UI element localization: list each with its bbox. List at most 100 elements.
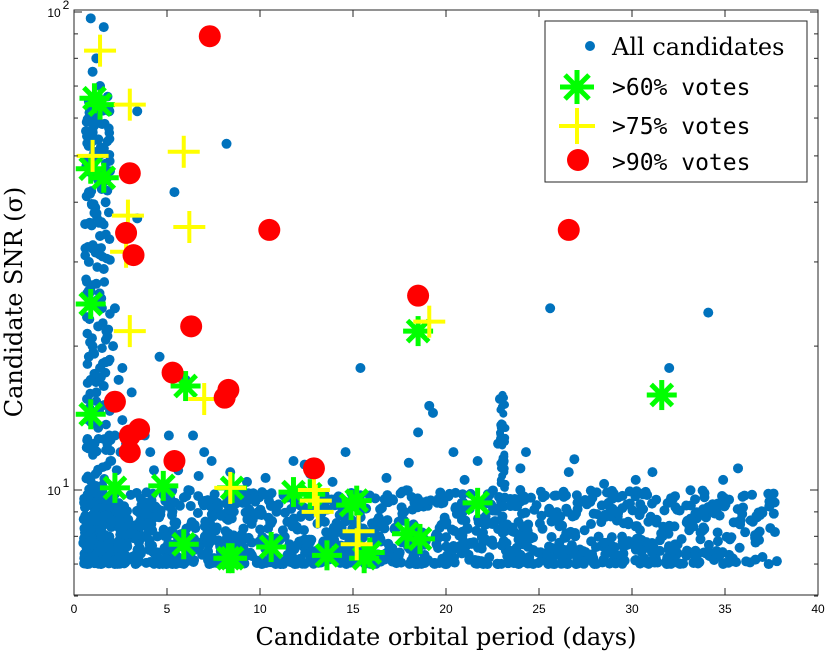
x-axis-ticks: 0 5 10 15 20 25 30 35 40 (71, 10, 825, 616)
data-point-background (226, 513, 237, 524)
data-point-background (712, 527, 723, 538)
data-point-background (91, 511, 102, 521)
data-point-background (651, 514, 662, 525)
data-point-background (340, 516, 351, 527)
data-point-background (295, 511, 306, 522)
data-point-background (457, 489, 468, 500)
data-point-background (258, 556, 269, 567)
data-point-background (223, 528, 234, 539)
data-point-background (166, 510, 177, 521)
x-tick-label: 10 (253, 602, 267, 616)
data-point-background (724, 494, 735, 505)
data-point-background (507, 526, 518, 537)
data-point-background (88, 485, 99, 495)
data-point-background (496, 479, 505, 488)
data-point-60 (85, 89, 116, 120)
data-point-background (613, 508, 624, 519)
data-point-background (525, 533, 536, 544)
data-point-background (484, 552, 495, 563)
data-point-all (111, 465, 122, 476)
data-point-background (432, 497, 443, 508)
data-point-background (666, 558, 677, 569)
data-point-background (634, 510, 645, 521)
data-point-background (492, 558, 503, 569)
data-point-background (83, 557, 93, 567)
data-point-background (642, 489, 653, 500)
data-point-background (144, 540, 155, 551)
data-point-background (85, 498, 96, 509)
data-point-90 (115, 221, 138, 244)
data-point-background (215, 510, 226, 521)
data-point-background (599, 537, 610, 548)
y-tick-label: 10 (47, 6, 61, 20)
data-point-background (86, 476, 96, 486)
x-tick-label: 0 (71, 602, 78, 616)
data-point-background (590, 542, 601, 553)
x-tick-label: 5 (164, 602, 171, 616)
data-point-75 (167, 135, 200, 168)
data-point-background (434, 522, 445, 533)
data-point-all (91, 278, 102, 289)
data-point-all (413, 427, 424, 438)
data-point-background (600, 549, 611, 560)
data-point-background (610, 558, 621, 569)
data-point-all (599, 478, 610, 489)
data-point-all (95, 230, 106, 241)
data-point-all (108, 341, 119, 352)
data-point-background (441, 541, 452, 552)
legend-marker-90 (567, 149, 589, 171)
data-point-all (154, 351, 165, 362)
data-point-background (471, 525, 482, 536)
data-point-background (580, 494, 591, 505)
data-point-all (89, 207, 100, 218)
data-point-background (768, 508, 779, 519)
data-point-all (241, 476, 252, 487)
data-point-background (333, 491, 344, 502)
data-point-90 (557, 218, 580, 241)
data-point-background (178, 492, 189, 503)
data-point-background (561, 528, 572, 539)
data-point-all (93, 321, 104, 332)
data-point-90 (122, 244, 145, 267)
data-point-all (87, 243, 98, 254)
data-point-background (275, 558, 286, 569)
data-point-background (101, 419, 111, 430)
data-point-background (104, 134, 115, 144)
data-point-all (87, 341, 98, 352)
data-point-background (651, 494, 662, 505)
data-point-background (290, 558, 301, 569)
data-point-background (246, 518, 257, 529)
data-point-all (647, 467, 658, 478)
data-point-all (340, 447, 351, 458)
data-point-background (571, 490, 582, 501)
data-point-background (768, 488, 779, 499)
data-point-background (745, 515, 756, 526)
data-point-background (456, 514, 467, 525)
data-point-all (96, 142, 107, 153)
data-point-90 (118, 162, 141, 185)
data-point-background (685, 485, 696, 496)
y-tick-label: 10 (47, 484, 61, 498)
data-point-all (472, 455, 483, 466)
data-point-background (123, 514, 134, 525)
data-point-all (520, 447, 531, 458)
data-point-background (98, 219, 109, 230)
data-point-all (188, 430, 199, 441)
data-point-all (459, 474, 470, 485)
data-point-all (83, 187, 94, 198)
data-point-60 (99, 472, 130, 503)
data-point-background (724, 534, 735, 545)
series-75-votes (76, 34, 446, 561)
data-point-90 (118, 424, 141, 447)
data-point-all (288, 455, 299, 466)
data-point-background (487, 519, 498, 530)
data-point-75 (413, 305, 446, 338)
data-point-90 (213, 386, 236, 409)
x-tick-label: 35 (718, 602, 732, 616)
data-point-background (718, 558, 729, 569)
data-point-background (537, 523, 548, 534)
data-point-background (558, 486, 569, 497)
data-point-75 (113, 315, 146, 348)
data-point-75 (340, 528, 373, 561)
data-point-background (82, 359, 93, 369)
